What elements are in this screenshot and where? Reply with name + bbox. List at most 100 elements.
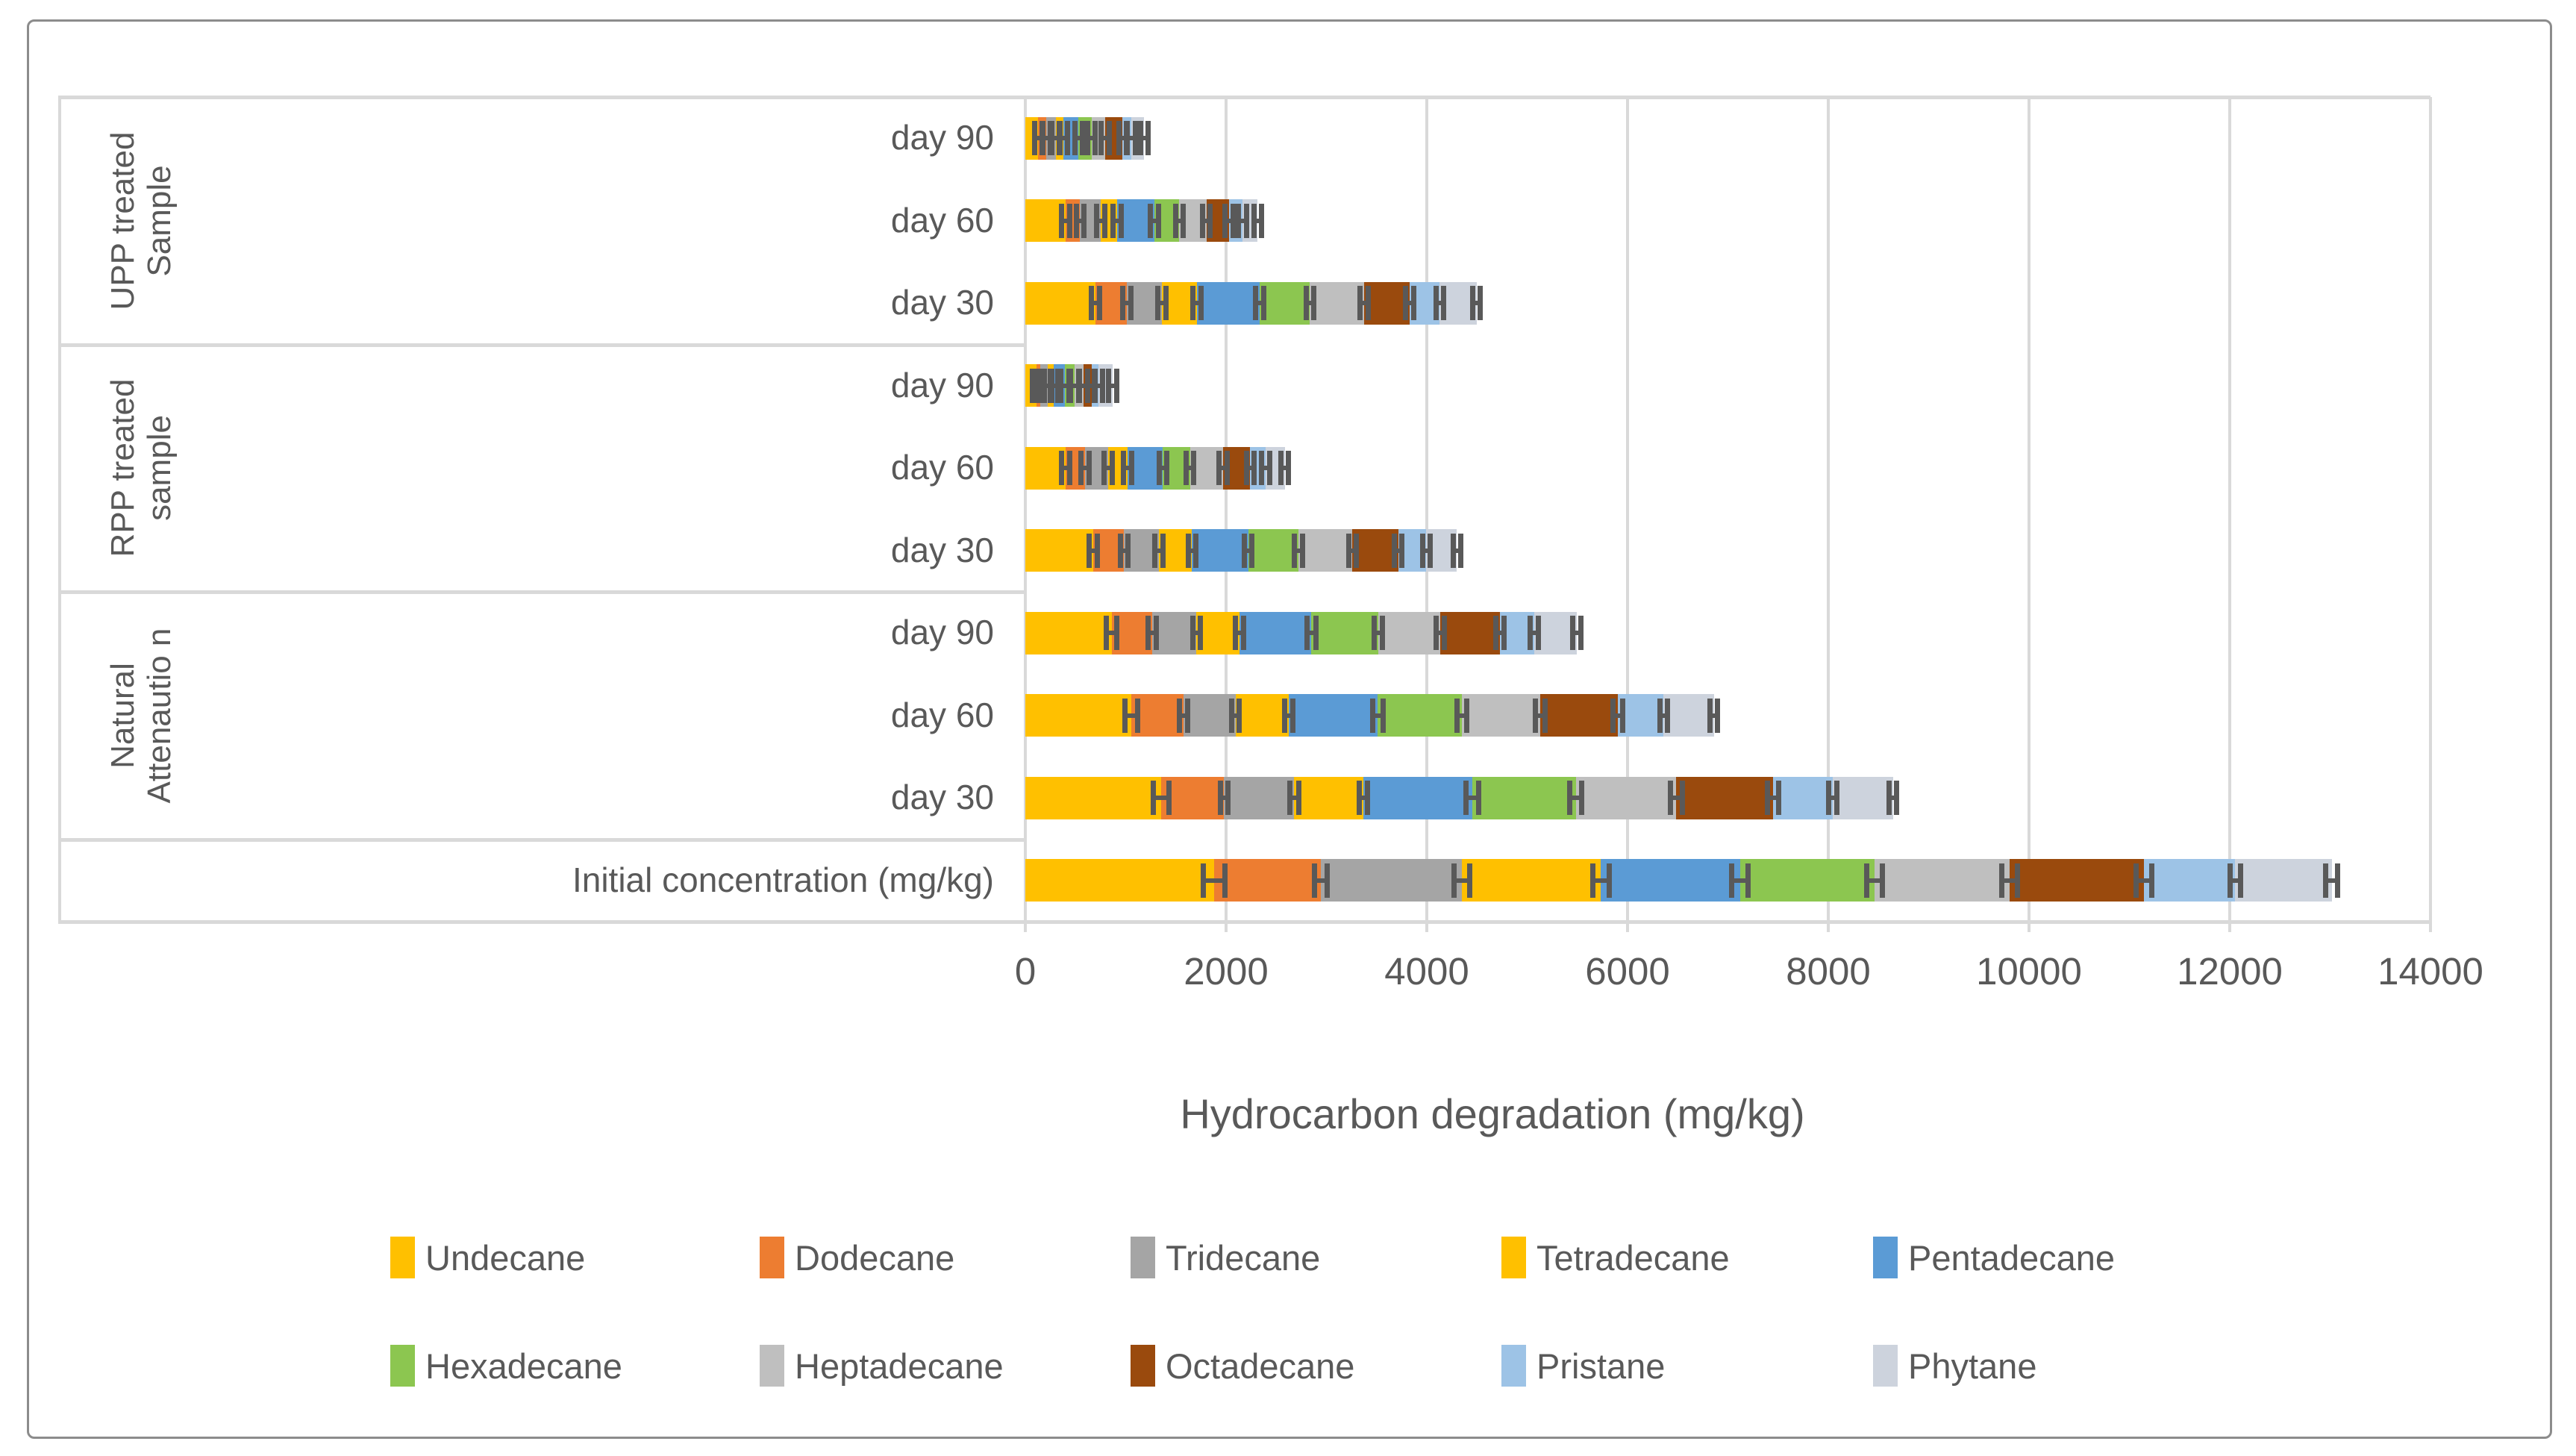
error-bar-line <box>1140 136 1148 141</box>
error-bar-cap <box>1450 533 1456 568</box>
legend-swatch <box>1501 1345 1526 1387</box>
legend-item-phytane: Phytane <box>1873 1343 2036 1388</box>
separator-line <box>58 343 1025 347</box>
legend-item-tetradecane: Tetradecane <box>1501 1235 1730 1280</box>
error-bar-cap <box>1354 533 1360 568</box>
row-label: day 90 <box>890 118 994 157</box>
error-bar-cap <box>1259 451 1265 486</box>
error-bar-cap <box>1476 781 1482 816</box>
gridline <box>1225 97 1228 922</box>
error-bar-cap <box>1356 781 1362 816</box>
row-label: day 30 <box>890 778 994 817</box>
error-bar-cap <box>1364 781 1370 816</box>
x-axis-title: Hydrocarbon degradation (mg/kg) <box>1180 1090 1805 1137</box>
legend-label: Dodecane <box>795 1237 955 1278</box>
error-bar-cap <box>1606 863 1612 898</box>
legend-swatch <box>1131 1237 1155 1278</box>
error-bar-line <box>1192 631 1201 636</box>
error-bar-cap <box>1145 121 1151 156</box>
bar-segment-pentadecane <box>1289 694 1378 737</box>
error-bar-cap <box>2323 863 2329 898</box>
error-bar-cap <box>1303 286 1309 321</box>
error-bar-cap <box>1104 616 1110 651</box>
legend-swatch <box>390 1237 415 1278</box>
error-bar-cap <box>1236 203 1242 238</box>
error-bar-cap <box>1324 863 1330 898</box>
bar-segment-octadecane <box>1363 281 1410 325</box>
row-label: day 30 <box>890 283 994 322</box>
error-bar-cap <box>1251 451 1257 486</box>
error-bar-cap <box>1049 121 1055 156</box>
bar-segment-phytane <box>1833 776 1893 819</box>
error-bar-cap <box>1528 616 1534 651</box>
error-bar-cap <box>1610 698 1616 733</box>
error-bar-cap <box>1217 781 1223 816</box>
legend-item-hexadecane: Hexadecane <box>390 1343 622 1388</box>
error-bar-cap <box>1833 781 1839 816</box>
error-bar-cap <box>1391 533 1397 568</box>
error-bar-line <box>1262 466 1269 471</box>
error-bar-line <box>1220 796 1228 801</box>
error-bar-cap <box>1998 863 2004 898</box>
x-axis-tick <box>2228 922 2231 932</box>
error-bar-cap <box>1121 451 1127 486</box>
bar-segment-undecane <box>1025 446 1066 490</box>
error-bar-cap <box>1229 698 1235 733</box>
error-bar-cap <box>1134 698 1140 733</box>
bar-segment-heptadecane <box>1462 694 1540 737</box>
bar-segment-undecane <box>1025 199 1066 243</box>
error-bar-cap <box>1251 203 1257 238</box>
bar-segment-pentadecane <box>1239 611 1312 654</box>
error-bar-cap <box>1667 781 1673 816</box>
error-bar-line <box>1034 136 1042 141</box>
error-bar-line <box>1536 713 1545 718</box>
error-bar-cap <box>1345 533 1351 568</box>
error-bar-line <box>1225 218 1233 223</box>
error-bar-line <box>1593 878 1609 883</box>
bar-segment-pentadecane <box>1192 529 1248 572</box>
error-bar-cap <box>1198 286 1204 321</box>
error-bar-cap <box>1863 863 1869 898</box>
error-bar-line <box>1256 301 1263 306</box>
gridline <box>1024 97 1027 922</box>
error-bar-line <box>1457 713 1467 718</box>
group-label: RPP treated sample <box>104 378 178 557</box>
error-bar-cap <box>1469 286 1475 321</box>
error-bar-cap <box>1579 781 1585 816</box>
error-bar-cap <box>1434 616 1439 651</box>
row-label: day 60 <box>890 200 994 240</box>
error-bar-cap <box>1410 286 1416 321</box>
error-bar-cap <box>1776 781 1782 816</box>
error-bar-cap <box>1501 616 1507 651</box>
error-bar-cap <box>1132 121 1138 156</box>
row-label: day 60 <box>890 448 994 487</box>
error-bar-cap <box>1369 698 1375 733</box>
error-bar-cap <box>1289 698 1295 733</box>
error-bar-line <box>1203 878 1225 883</box>
x-tick-label: 2000 <box>1184 950 1269 993</box>
error-bar-cap <box>1224 451 1230 486</box>
legend-label: Hexadecane <box>425 1346 622 1386</box>
legend-swatch <box>1131 1345 1155 1387</box>
error-bar-cap <box>1826 781 1832 816</box>
error-bar-cap <box>1078 451 1084 486</box>
error-bar-cap <box>1085 368 1091 403</box>
error-bar-cap <box>1707 698 1713 733</box>
error-bar-cap <box>1266 451 1272 486</box>
error-bar-cap <box>1183 451 1189 486</box>
gridline <box>1827 97 1830 922</box>
error-bar-line <box>2136 878 2151 883</box>
error-bar-line <box>1071 383 1078 388</box>
error-bar-cap <box>1099 368 1105 403</box>
error-bar-line <box>1254 218 1262 223</box>
error-bar-cap <box>1150 781 1156 816</box>
bar-segment-phytane <box>2235 859 2332 902</box>
error-bar-line <box>1360 301 1368 306</box>
error-bar-cap <box>1399 533 1405 568</box>
bar-segment-undecane <box>1025 694 1131 737</box>
error-bar-cap <box>1313 616 1319 651</box>
error-bar-line <box>1348 548 1357 553</box>
error-bar-cap <box>1192 533 1198 568</box>
separator-line <box>58 837 1025 842</box>
error-bar-line <box>1148 631 1156 636</box>
